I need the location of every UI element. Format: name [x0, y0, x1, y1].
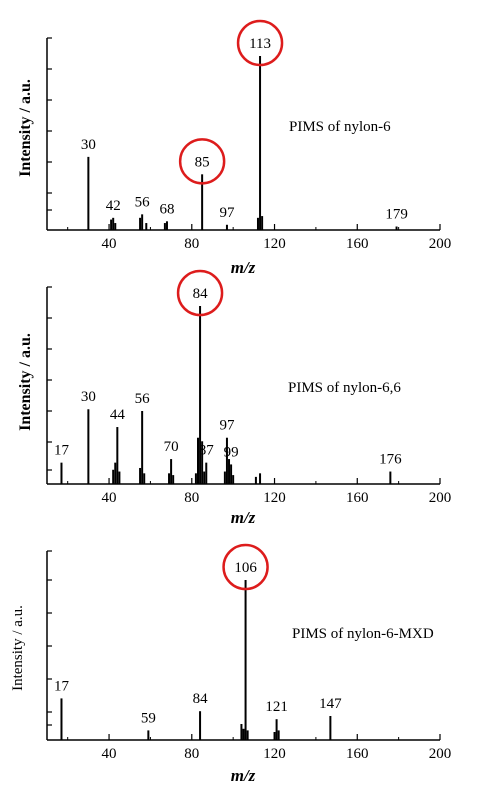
peak-label: 97	[219, 205, 235, 221]
peak-label: 17	[54, 678, 70, 694]
peak-label: 84	[193, 286, 209, 302]
peak-label: 70	[164, 439, 179, 455]
x-tick-label: 160	[346, 746, 369, 762]
x-tick-label: 80	[184, 746, 199, 762]
highlight-circle	[176, 269, 224, 317]
y-axis-label: Intensity / a.u.	[17, 79, 34, 177]
x-tick-label: 40	[102, 746, 117, 762]
x-tick-label: 160	[346, 490, 369, 506]
peak-label: 56	[135, 194, 151, 210]
x-axis-label: m/z	[231, 258, 256, 277]
x-axis-label: m/z	[231, 508, 256, 527]
spectrum-annotation: PIMS of nylon-6	[289, 119, 391, 135]
peak-label: 97	[219, 418, 235, 434]
x-tick-label: 120	[263, 490, 286, 506]
highlight-circle	[236, 19, 284, 67]
spectrum-annotation: PIMS of nylon-6,6	[288, 380, 401, 396]
peak-label: 113	[249, 36, 271, 52]
y-axis-label: Intensity / a.u.	[10, 605, 26, 691]
peak-label: 68	[159, 201, 174, 217]
panel-nylon-6-6: Intensity / a.u. PIMS of nylon-6,6 m/z 4…	[17, 269, 452, 527]
x-tick-label: 200	[429, 490, 452, 506]
x-tick-label: 40	[102, 490, 117, 506]
x-tick-label: 120	[263, 236, 286, 252]
peak-label: 99	[224, 444, 239, 460]
peak-label: 30	[81, 389, 96, 405]
peak-label: 59	[141, 710, 156, 726]
x-tick-label: 80	[184, 490, 199, 506]
x-tick-label: 40	[102, 236, 117, 252]
peak-label: 179	[385, 207, 408, 223]
x-tick-label: 160	[346, 236, 369, 252]
x-tick-label: 200	[429, 236, 452, 252]
highlight-circle	[222, 543, 269, 591]
peak-label: 56	[135, 391, 151, 407]
panel-nylon-6: Intensity / a.u. PIMS of nylon-6 m/z 40 8…	[17, 19, 452, 277]
y-axis-label: Intensity / a.u.	[17, 333, 34, 431]
peak-label: 44	[110, 407, 126, 423]
peak-label: 30	[81, 137, 96, 153]
peak-label: 176	[379, 452, 402, 468]
panel-nylon-6-mxd: Intensity / a.u. PIMS of nylon-6-MXD m/z…	[10, 543, 452, 785]
peak-label: 85	[195, 154, 210, 170]
highlight-circle	[178, 138, 226, 185]
x-tick-label: 200	[429, 746, 452, 762]
peak-label: 84	[193, 691, 209, 707]
peak-label: 17	[54, 443, 70, 459]
peak-label: 87	[199, 443, 215, 459]
x-tick-label: 80	[184, 236, 199, 252]
x-axis-label: m/z	[231, 766, 256, 785]
x-tick-label: 120	[263, 746, 286, 762]
peak-label: 42	[106, 198, 121, 214]
peak-label: 147	[319, 696, 342, 712]
peak-label: 106	[234, 560, 257, 576]
peak-label: 121	[265, 699, 288, 715]
spectrum-annotation: PIMS of nylon-6-MXD	[292, 626, 434, 642]
